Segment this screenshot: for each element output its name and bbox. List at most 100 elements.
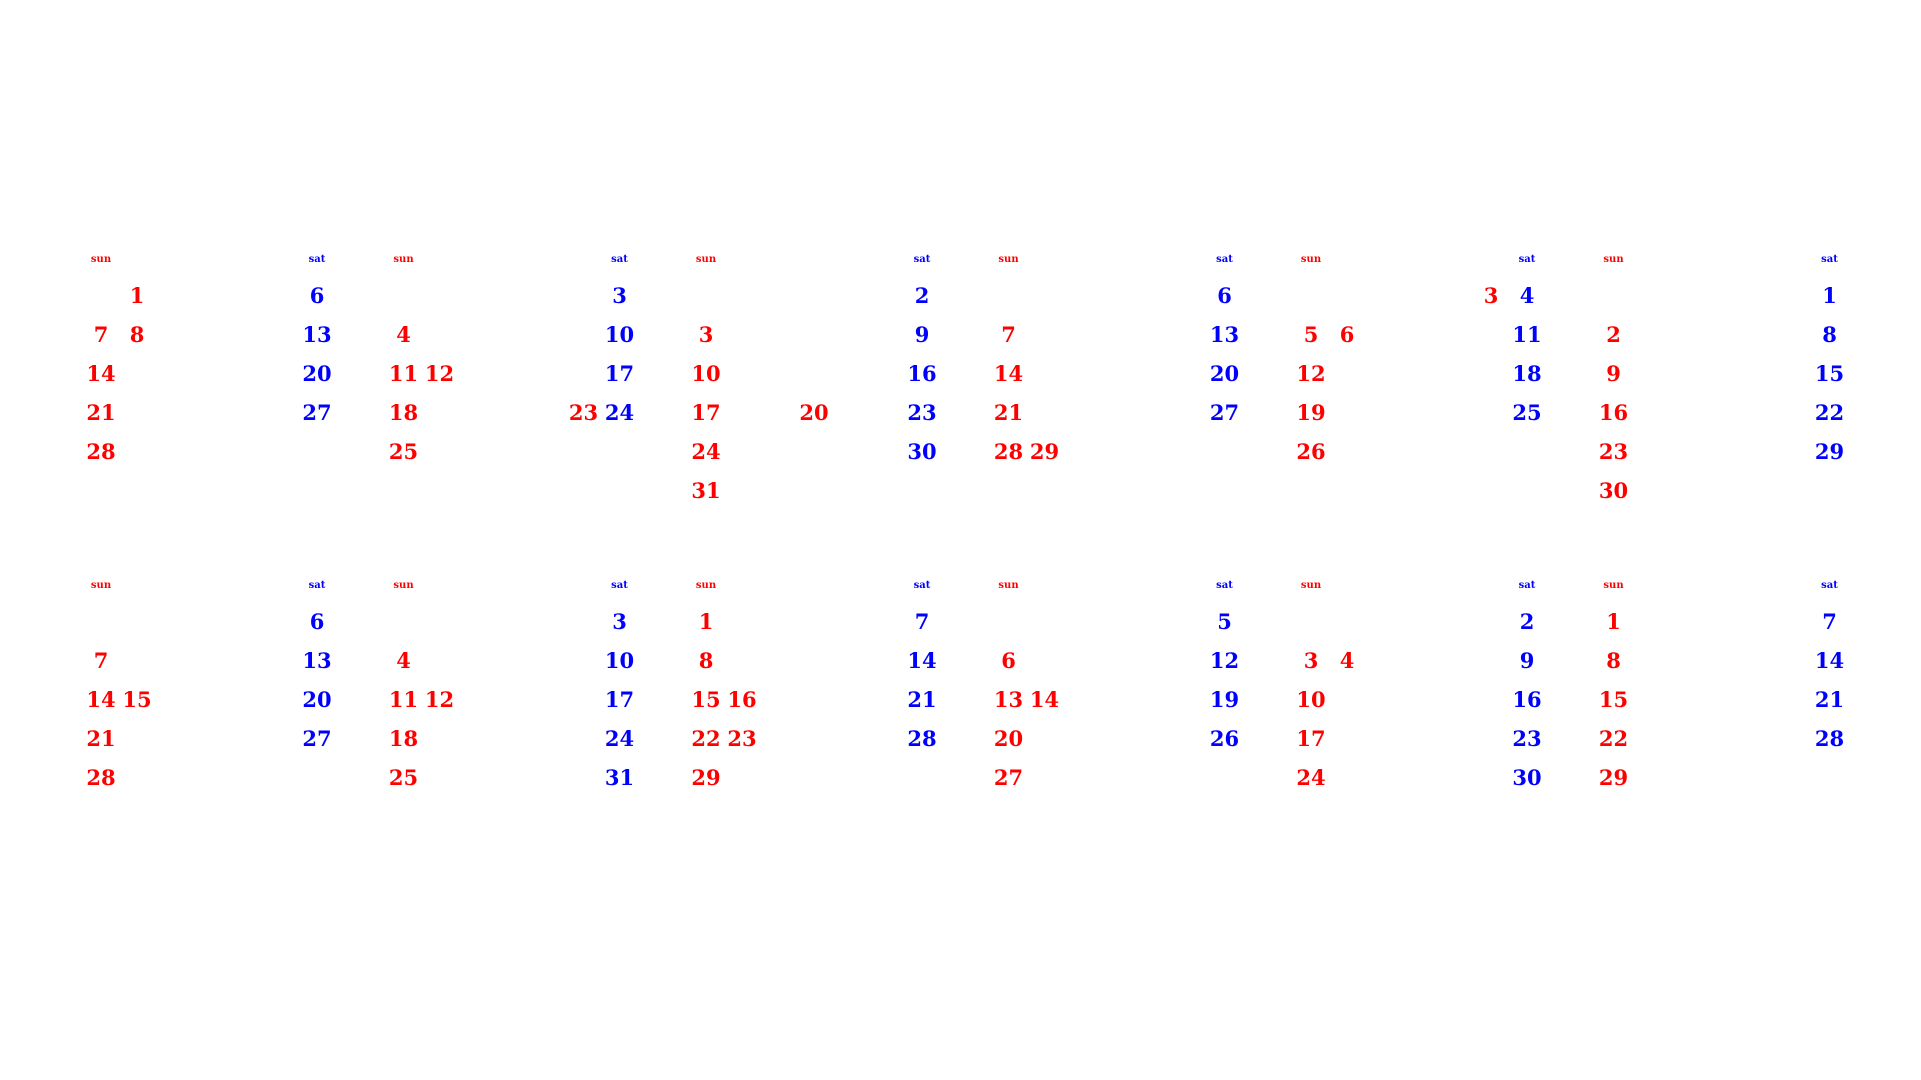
date-cell: 25	[388, 439, 419, 464]
date-cell: 25	[388, 765, 419, 790]
date-cell: 16	[727, 687, 757, 712]
date-cell: 21	[86, 400, 116, 425]
date-cell: 8	[698, 648, 714, 673]
date-cell: 17	[1296, 726, 1326, 751]
saturday-date: 6	[1217, 283, 1232, 308]
sun-header: sun	[1300, 580, 1322, 591]
saturday-date: 23	[1512, 726, 1542, 751]
date-cell: 11	[388, 687, 419, 712]
date-cell: 29	[1598, 765, 1629, 790]
sat-header: sat	[913, 254, 931, 265]
saturday-date: 24	[604, 726, 635, 751]
saturday-date: 29	[1814, 439, 1845, 464]
date-cell: 10	[691, 361, 721, 386]
date-cell: 15	[122, 687, 152, 712]
saturday-date: 2	[914, 283, 930, 308]
sun-header: sun	[90, 254, 112, 265]
saturday-date: 21	[907, 687, 937, 712]
date-cell: 12	[424, 687, 455, 712]
saturday-date: 16	[907, 361, 937, 386]
saturday-date: 11	[1512, 322, 1542, 347]
saturday-date: 27	[1209, 400, 1240, 425]
date-cell: 7	[93, 322, 109, 347]
saturday-date: 12	[1209, 648, 1240, 673]
date-cell: 8	[129, 322, 145, 347]
saturday-date: 18	[1512, 361, 1542, 386]
date-cell: 20	[799, 400, 829, 425]
saturday-date: 17	[604, 687, 635, 712]
saturday-date: 27	[302, 400, 332, 425]
saturday-date: 31	[604, 765, 635, 790]
saturday-date: 6	[309, 283, 325, 308]
sun-header: sun	[998, 254, 1019, 265]
date-cell: 28	[993, 439, 1024, 464]
saturday-date: 1	[1822, 283, 1837, 308]
sat-header: sat	[1518, 254, 1536, 265]
saturday-date: 13	[302, 648, 332, 673]
saturday-date: 9	[1519, 648, 1535, 673]
date-cell: 17	[691, 400, 721, 425]
date-cell: 4	[396, 648, 411, 673]
date-cell: 14	[86, 687, 116, 712]
date-cell: 7	[1001, 322, 1016, 347]
sat-header: sat	[611, 254, 628, 265]
date-cell: 22	[691, 726, 721, 751]
date-cell: 14	[993, 361, 1024, 386]
date-cell: 7	[93, 648, 109, 673]
saturday-date: 8	[1822, 322, 1837, 347]
sun-header: sun	[1603, 254, 1624, 265]
saturday-date: 28	[907, 726, 937, 751]
date-cell: 1	[129, 283, 145, 308]
saturday-date: 7	[1822, 609, 1837, 634]
saturday-date: 21	[1814, 687, 1845, 712]
date-cell: 3	[1303, 648, 1319, 673]
saturday-date: 23	[907, 400, 937, 425]
saturday-date: 2	[1519, 609, 1535, 634]
saturday-date: 28	[1814, 726, 1845, 751]
date-cell: 15	[691, 687, 721, 712]
saturday-date: 4	[1519, 283, 1535, 308]
sun-header: sun	[90, 580, 112, 591]
sun-header: sun	[1603, 580, 1624, 591]
date-cell: 19	[1296, 400, 1326, 425]
saturday-date: 19	[1209, 687, 1240, 712]
date-cell: 18	[388, 400, 419, 425]
sun-header: sun	[695, 580, 717, 591]
saturday-date: 30	[907, 439, 937, 464]
sat-header: sat	[308, 254, 326, 265]
saturday-date: 22	[1814, 400, 1845, 425]
date-cell: 23	[1598, 439, 1629, 464]
date-cell: 4	[1339, 648, 1355, 673]
sat-header: sat	[1518, 580, 1536, 591]
saturday-date: 10	[604, 648, 635, 673]
date-cell: 27	[993, 765, 1024, 790]
saturday-date: 20	[302, 687, 332, 712]
date-cell: 12	[1296, 361, 1326, 386]
date-cell: 21	[86, 726, 116, 751]
sat-header: sat	[1821, 580, 1838, 591]
sun-header: sun	[393, 580, 414, 591]
date-cell: 10	[1296, 687, 1326, 712]
date-cell: 6	[1339, 322, 1355, 347]
date-cell: 15	[1598, 687, 1629, 712]
date-cell: 3	[698, 322, 714, 347]
date-cell: 4	[396, 322, 411, 347]
sat-header: sat	[1821, 254, 1838, 265]
date-cell: 24	[691, 439, 721, 464]
date-cell: 12	[424, 361, 455, 386]
date-cell: 20	[993, 726, 1024, 751]
date-cell: 28	[86, 765, 116, 790]
saturday-date: 20	[302, 361, 332, 386]
date-cell: 22	[1598, 726, 1629, 751]
saturday-date: 5	[1217, 609, 1232, 634]
date-cell: 2	[1606, 322, 1621, 347]
saturday-date: 25	[1512, 400, 1542, 425]
saturday-date: 13	[302, 322, 332, 347]
saturday-date: 10	[604, 322, 635, 347]
date-cell: 30	[1598, 478, 1629, 503]
saturday-date: 3	[612, 609, 627, 634]
saturday-date: 14	[1814, 648, 1845, 673]
saturday-date: 13	[1209, 322, 1240, 347]
date-cell: 6	[1001, 648, 1016, 673]
saturday-date: 16	[1512, 687, 1542, 712]
